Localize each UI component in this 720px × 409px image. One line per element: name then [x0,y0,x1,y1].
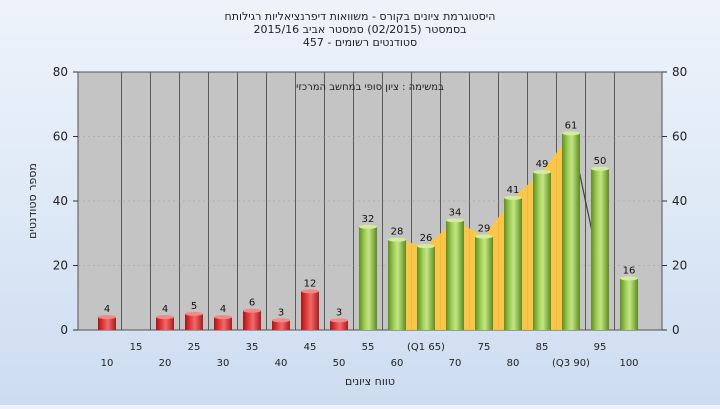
bar-85 [533,171,551,330]
y-tick-label-right: 20 [672,259,687,273]
x-tick-label-100: 100 [619,358,638,369]
bar-25 [185,313,203,330]
x-tick-label-35: 35 [246,342,259,353]
bar-cap-30 [214,315,232,320]
title-line-3: סטודנטים רשומים - 457 [303,36,417,49]
data-labels-layer: 4 4 5 4 6 3 12 3 32 28 26 34 29 41 49 61 50 16 [104,120,636,318]
data-label-75: 29 [478,223,491,234]
bar-30 [214,317,232,330]
data-label-85: 49 [536,159,549,170]
bar-50 [330,320,348,330]
data-label-30: 4 [220,304,226,315]
bar-cap-20 [156,315,174,320]
data-label-60: 28 [391,227,404,238]
y-tick-label-left: 60 [53,130,68,144]
x-tick-label-10: 10 [101,358,114,369]
bar-35 [243,310,261,330]
data-label-35: 6 [249,298,255,309]
bar-95 [591,168,609,330]
x-tick-label-60: 60 [391,358,404,369]
bar-cap-90 [562,131,580,136]
data-label-95: 50 [594,156,607,167]
bar-cap-85 [533,169,551,174]
y-tick-label-left: 80 [53,65,68,79]
chart-title: היסטוגרמת ציונים בקורס - משוואות דיפרנצי… [225,10,496,49]
title-line-1: היסטוגרמת ציונים בקורס - משוואות דיפרנצי… [225,10,496,23]
y-tick-label-right: 0 [672,323,680,337]
data-label-70: 34 [449,207,462,218]
y-axis-label: מספר סטודנטים [26,163,39,239]
x-axis-label: טווח ציונים [345,375,395,388]
bar-cap-75 [475,234,493,239]
y-tick-label-left: 20 [53,259,68,273]
bar-65 [417,246,435,330]
x-tick-label-40: 40 [275,358,288,369]
data-label-45: 12 [304,278,317,289]
x-tick-label-65: (Q1 65) [407,342,445,353]
bar-cap-55 [359,224,377,229]
bar-80 [504,197,522,330]
chart-annotation: במשימה : ציון סופי במחשב המרכזי [296,82,444,93]
title-line-2: בסמסטר (02/2015) סמסטר אביב 2015/16 [253,23,466,36]
bar-45 [301,291,319,330]
y-tick-label-right: 80 [672,65,687,79]
bar-cap-70 [446,218,464,223]
bar-cap-80 [504,195,522,200]
bar-cap-60 [388,237,406,242]
data-label-55: 32 [362,214,375,225]
data-label-80: 41 [507,185,520,196]
x-tick-label-85: 85 [536,342,549,353]
bar-75 [475,236,493,330]
y-tick-label-right: 40 [672,194,687,208]
data-label-40: 3 [278,307,284,318]
bar-cap-100 [620,276,638,281]
x-tick-label-50: 50 [333,358,346,369]
x-tick-label-20: 20 [159,358,172,369]
data-label-10: 4 [104,304,110,315]
x-tick-label-90: (Q3 90) [552,358,590,369]
y-tick-label-left: 0 [60,323,68,337]
interquartile-area [397,133,571,330]
x-tick-label-15: 15 [130,342,143,353]
data-label-100: 16 [623,265,636,276]
x-tick-label-70: 70 [449,358,462,369]
bar-20 [156,317,174,330]
bar-cap-35 [243,308,261,313]
bar-100 [620,278,638,330]
bar-cap-25 [185,311,203,316]
bars-layer [98,131,638,330]
x-axis: 10 15 20 25 30 35 40 45 50 55 60(Q1 65) 70 75 80 85(Q3… [101,342,639,369]
y-axis-left: 0 20 40 60 80 [53,65,78,337]
x-tick-label-30: 30 [217,358,230,369]
bar-55 [359,226,377,330]
bar-cap-50 [330,318,348,323]
bar-cap-10 [98,315,116,320]
bar-cap-65 [417,244,435,249]
bar-cap-45 [301,289,319,294]
bar-60 [388,239,406,330]
y-axis-right: 0 20 40 60 80 [662,65,687,337]
x-tick-label-45: 45 [304,342,317,353]
x-tick-label-80: 80 [507,358,520,369]
bar-90 [562,133,580,330]
y-tick-label-left: 40 [53,194,68,208]
x-tick-label-95: 95 [594,342,607,353]
data-label-50: 3 [336,307,342,318]
data-label-65: 26 [420,233,433,244]
y-tick-label-right: 60 [672,130,687,144]
bar-70 [446,220,464,330]
bar-cap-40 [272,318,290,323]
data-label-25: 5 [191,301,197,312]
bar-40 [272,320,290,330]
data-label-90: 61 [565,120,578,131]
bar-10 [98,317,116,330]
x-tick-label-75: 75 [478,342,491,353]
x-tick-label-25: 25 [188,342,201,353]
data-label-20: 4 [162,304,168,315]
x-tick-label-55: 55 [362,342,375,353]
bar-cap-95 [591,166,609,171]
